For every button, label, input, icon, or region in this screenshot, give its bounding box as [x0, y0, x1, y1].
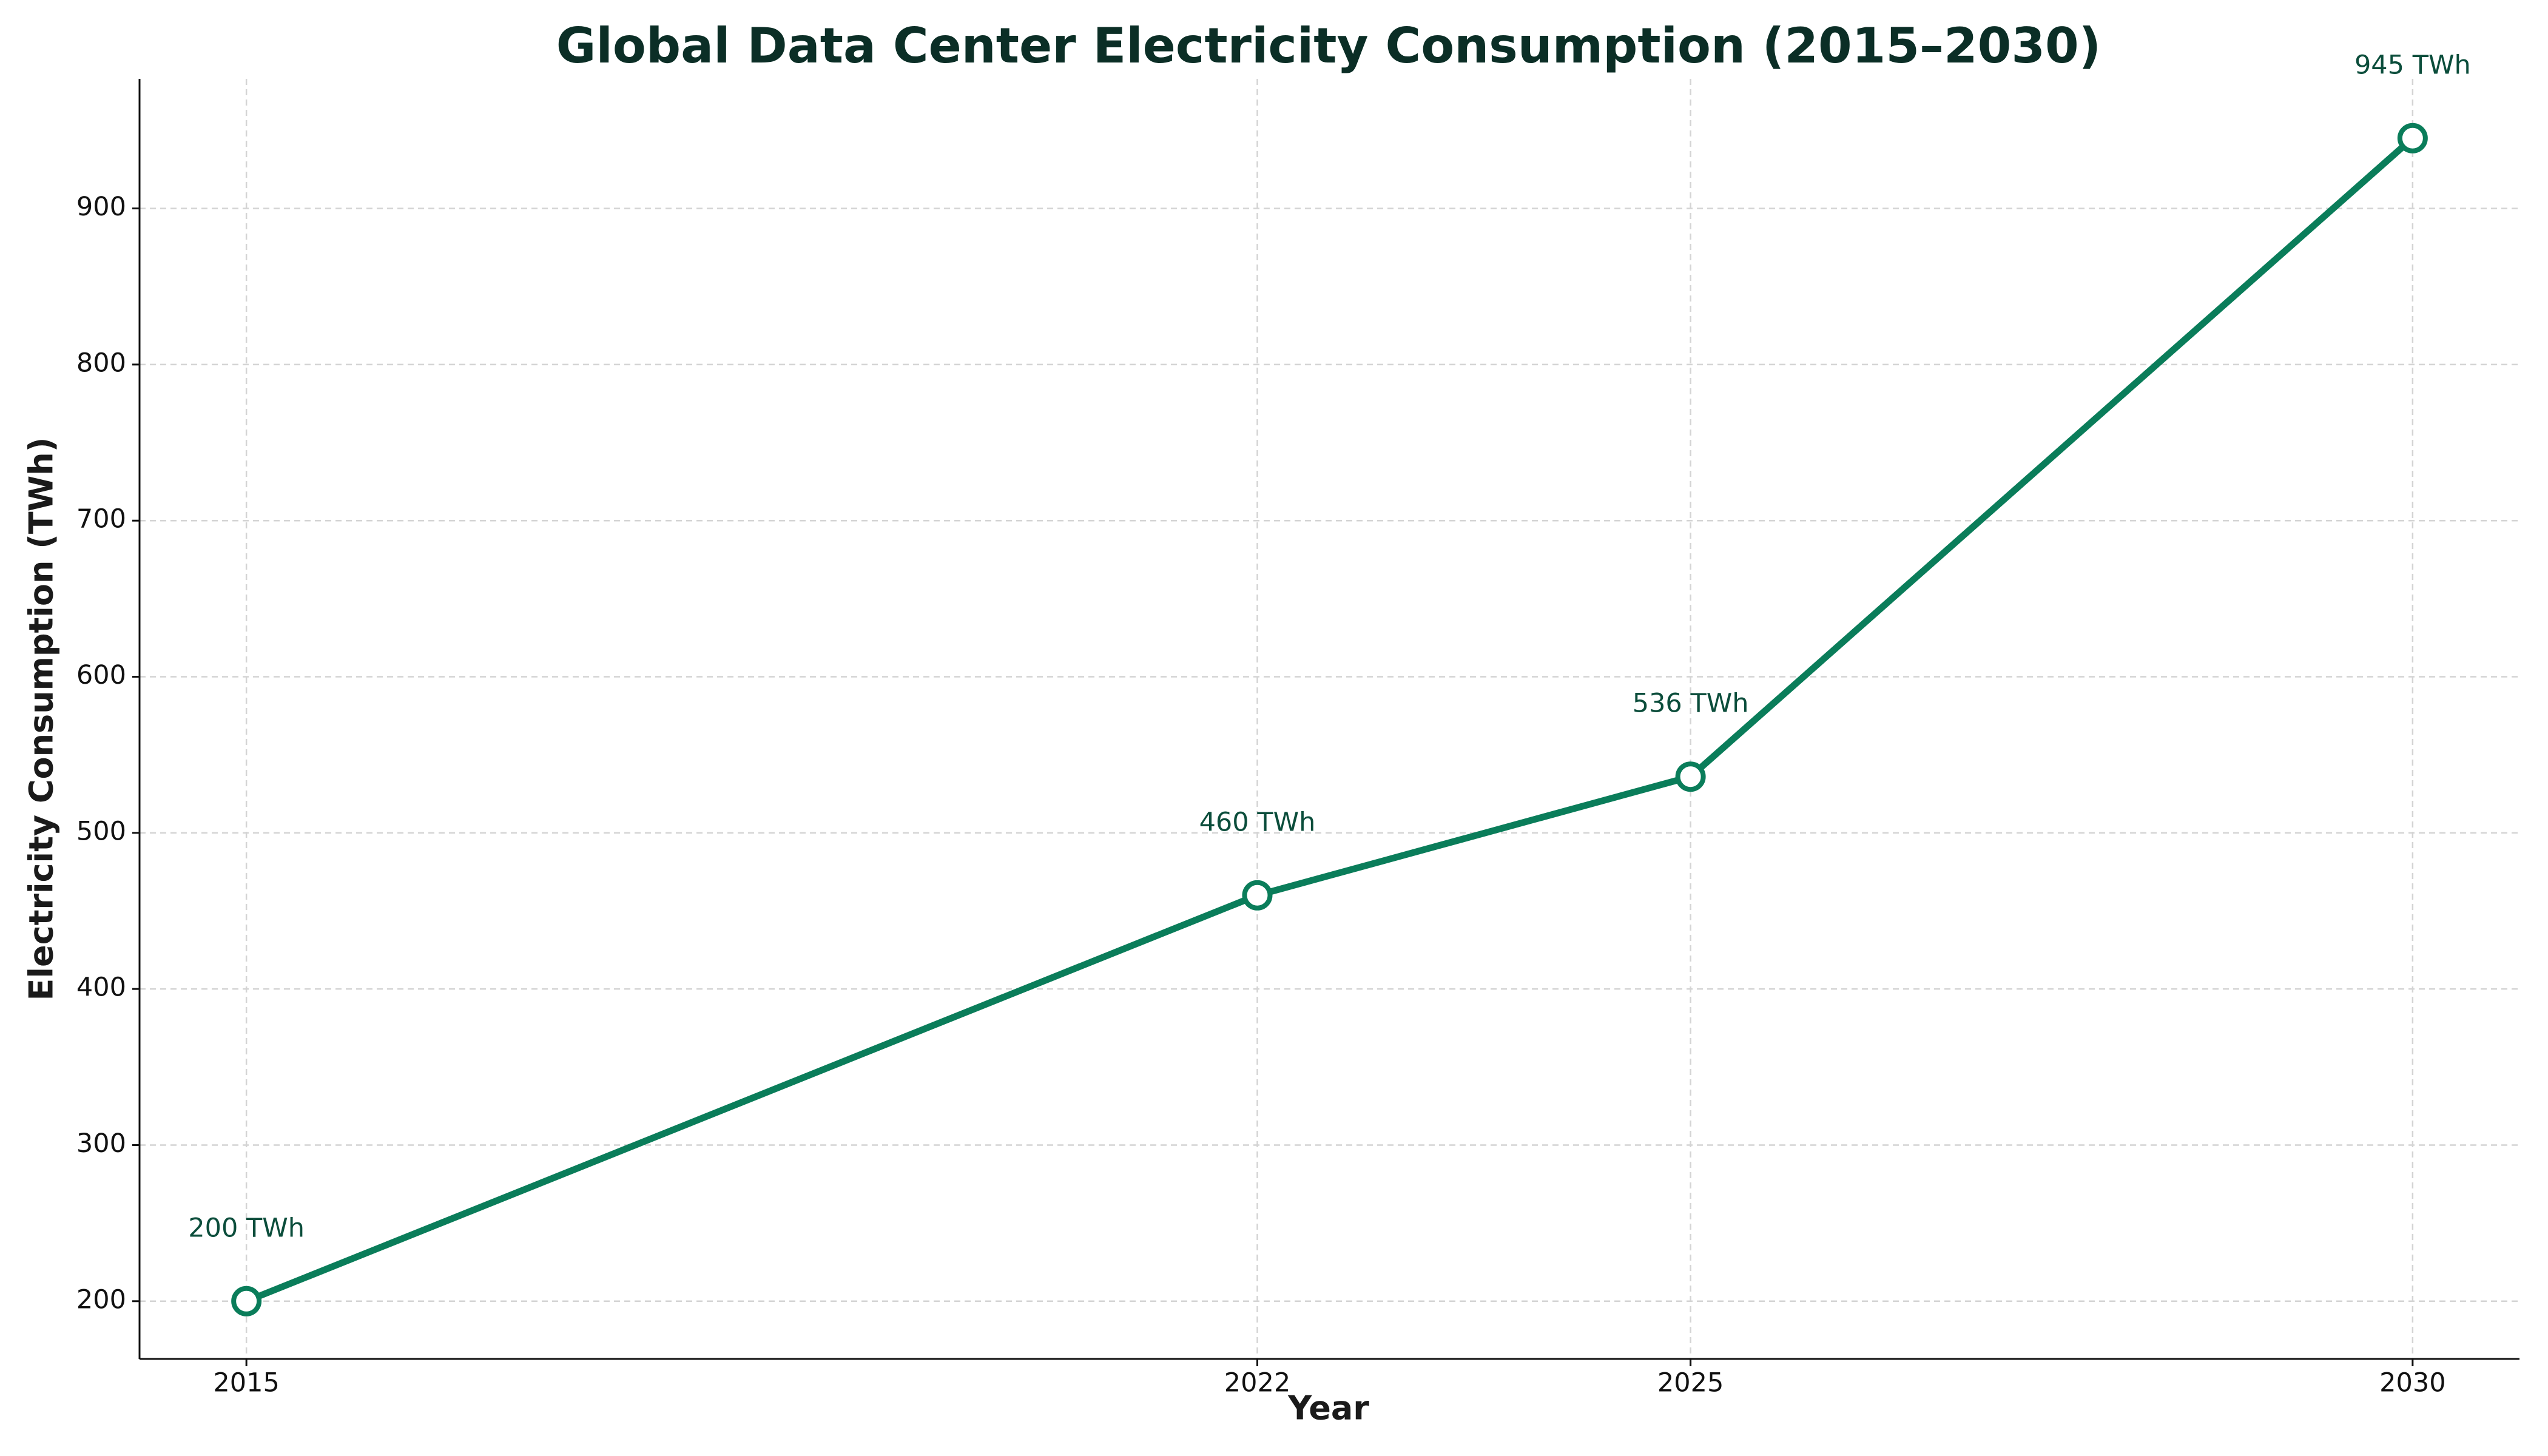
chart-title: Global Data Center Electricity Consumpti… [556, 18, 2101, 74]
y-tick-label: 700 [76, 504, 126, 534]
data-point [1675, 761, 1706, 792]
x-tick-label: 2025 [1657, 1368, 1724, 1398]
data-point [231, 1286, 262, 1316]
x-tick-label: 2022 [1224, 1368, 1290, 1398]
value-label: 536 TWh [1633, 689, 1749, 719]
y-tick-label: 200 [76, 1284, 126, 1315]
y-tick-label: 500 [76, 816, 126, 846]
series-line [245, 135, 2415, 1304]
data-point [2397, 123, 2428, 153]
y-tick-label: 600 [76, 660, 126, 690]
y-tick-label: 800 [76, 348, 126, 378]
x-tick-label: 2015 [213, 1368, 279, 1398]
value-label: 945 TWh [2354, 50, 2471, 80]
value-label: 200 TWh [188, 1213, 305, 1243]
value-label: 460 TWh [1199, 807, 1316, 837]
y-tick-label: 400 [76, 972, 126, 1003]
y-tick-label: 900 [76, 192, 126, 222]
x-axis-label: Year [1287, 1389, 1369, 1427]
y-axis-label: Electricity Consumption (TWh) [22, 437, 61, 1001]
data-point [1242, 880, 1273, 911]
x-tick-label: 2030 [2379, 1368, 2445, 1398]
y-tick-label: 300 [76, 1128, 126, 1159]
